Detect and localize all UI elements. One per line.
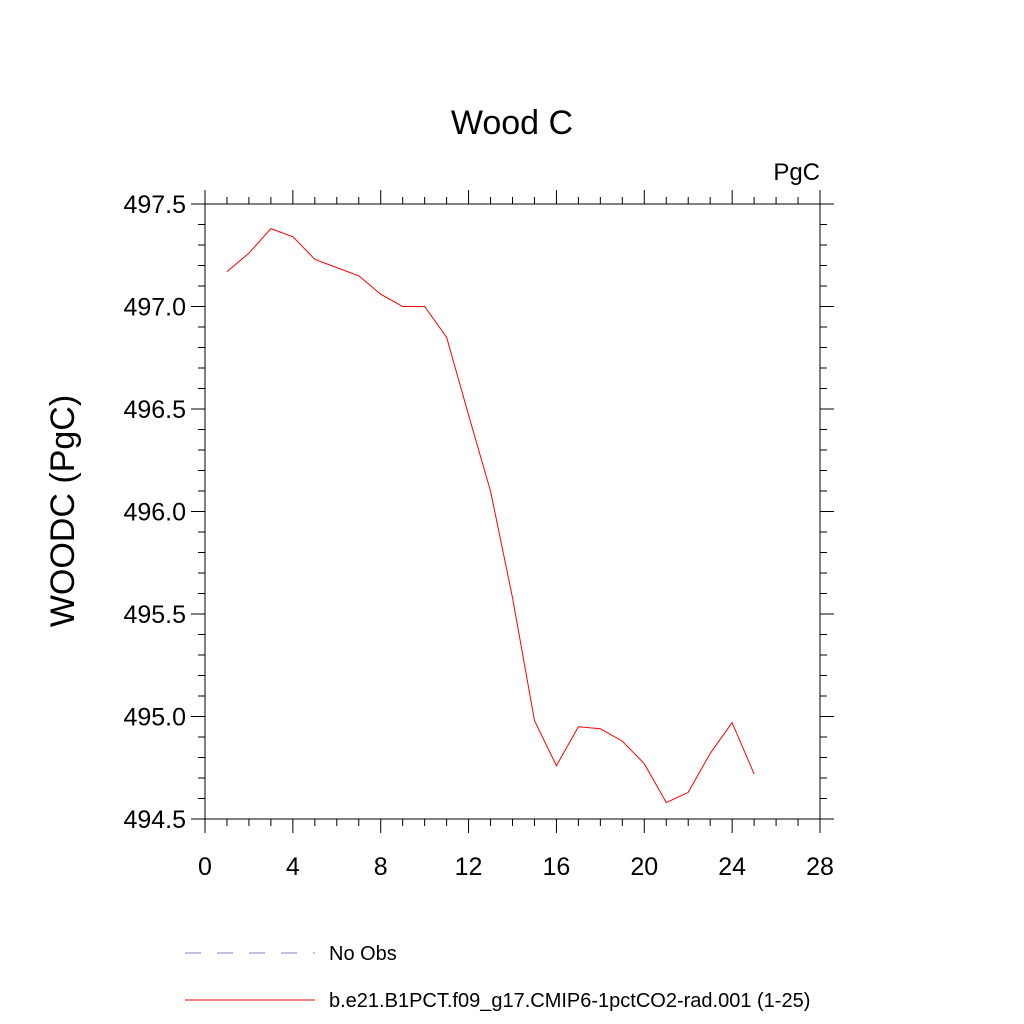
series-group	[226, 228, 755, 804]
y-tick-label: 495.0	[123, 704, 186, 732]
y-tick-label: 496.5	[123, 396, 186, 424]
x-tick-label: 16	[543, 853, 571, 881]
legend-label-model: b.e21.B1PCT.f09_g17.CMIP6-1pctCO2-rad.00…	[329, 990, 810, 1012]
legend-label-no-obs: No Obs	[329, 943, 397, 965]
y-tick-label: 495.5	[123, 601, 186, 629]
units-label: PgC	[773, 159, 820, 186]
legend: No Obs b.e21.B1PCT.f09_g17.CMIP6-1pctCO2…	[185, 943, 810, 1012]
plot-frame	[204, 203, 821, 820]
y-axis-label: WOODC (PgC)	[44, 395, 82, 627]
x-tick-label: 12	[455, 853, 483, 881]
x-tick-label: 8	[374, 853, 388, 881]
series-line	[226, 228, 755, 804]
y-tick-label: 497.0	[123, 294, 186, 322]
tick-marks	[191, 190, 834, 833]
x-tick-label: 28	[806, 853, 834, 881]
x-tick-label: 20	[630, 853, 658, 881]
y-tick-label: 494.5	[123, 806, 186, 834]
y-tick-label: 496.0	[123, 499, 186, 527]
chart-title: Wood C	[451, 104, 573, 142]
tick-labels: 0 4 8 12 16 20 24 28 494.5 495.0 495.5 496.0 496.5 49…	[123, 191, 833, 881]
x-tick-label: 4	[286, 853, 300, 881]
x-tick-label: 0	[198, 853, 212, 881]
y-tick-label: 497.5	[123, 191, 186, 219]
x-tick-label: 24	[718, 853, 746, 881]
